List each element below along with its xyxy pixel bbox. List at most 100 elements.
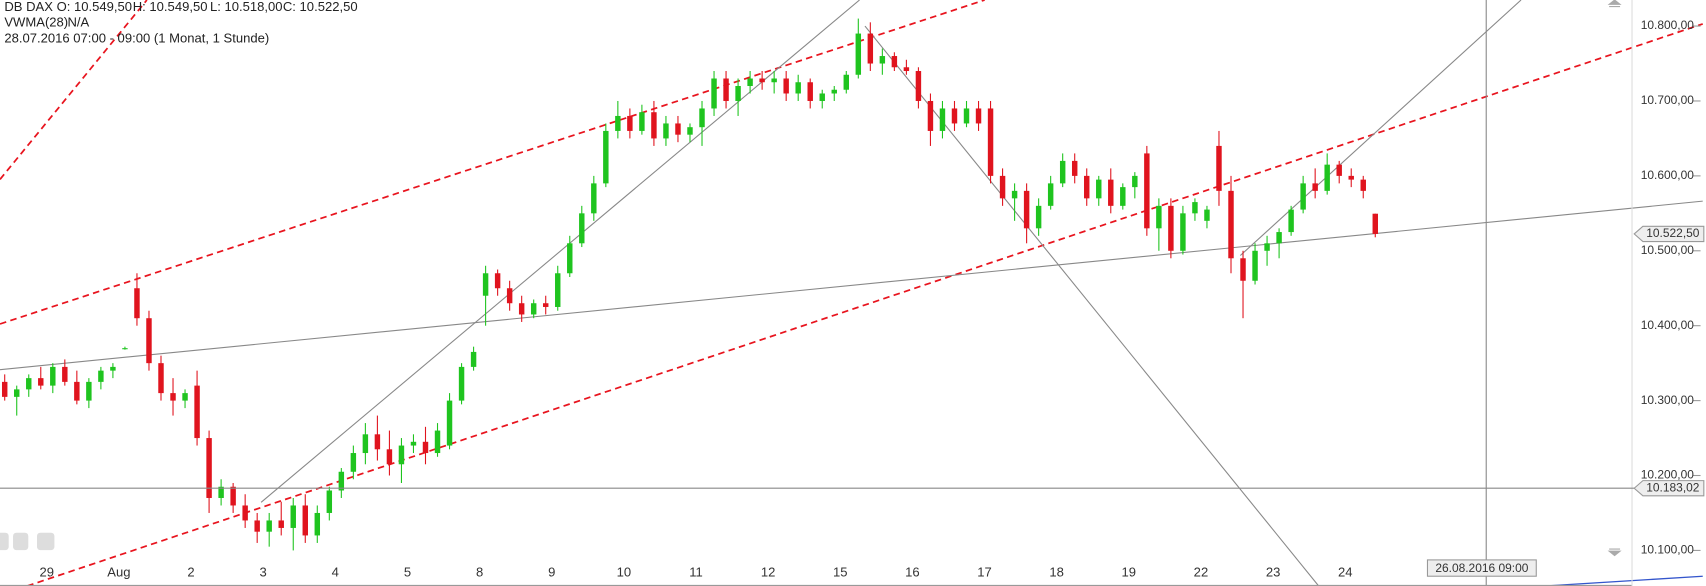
candle-body [302, 505, 308, 536]
candle-body [963, 108, 970, 124]
candle-body [518, 303, 525, 315]
candle-body [555, 273, 561, 307]
candle-body [807, 82, 813, 101]
candle-body [1144, 153, 1150, 229]
candle-body [26, 378, 32, 390]
tool-button[interactable] [36, 532, 55, 551]
y-tick-label: 10.100,00 [1641, 543, 1695, 557]
candle-body [50, 366, 56, 386]
candle-body [795, 82, 801, 94]
x-tick-label: 23 [1266, 564, 1281, 579]
candle-body [194, 385, 200, 439]
toolbar[interactable] [0, 532, 55, 551]
tool-button[interactable] [13, 532, 29, 551]
candle-body [735, 85, 741, 101]
candle-body [182, 393, 188, 401]
candle-body [1084, 175, 1090, 199]
candle-body [819, 93, 825, 101]
candle-body [242, 505, 248, 521]
candle-body [434, 430, 441, 454]
candle-body [855, 33, 862, 75]
candle-body [398, 445, 405, 465]
candle-body [1096, 179, 1102, 199]
scroll-down[interactable] [1607, 548, 1622, 557]
x-tick-label: 4 [332, 564, 339, 579]
candle-body [1336, 164, 1342, 176]
trendline [26, 23, 1704, 586]
candle-body [651, 112, 657, 139]
y-tick-label: 10.200,00 [1641, 468, 1695, 482]
x-tick-label: 29 [40, 564, 55, 579]
candle-body [711, 78, 717, 109]
candle-body [98, 370, 104, 382]
candle-body [1264, 243, 1270, 251]
candle-body [1276, 232, 1282, 244]
x-tick-label: 2 [187, 564, 194, 579]
indicator-value: N/A [67, 14, 89, 29]
candle-body [999, 175, 1006, 199]
candle-body [975, 108, 982, 124]
candle-body [615, 115, 621, 131]
candle-body [14, 389, 20, 397]
x-tick-label: 3 [260, 564, 267, 579]
candle-body [1023, 190, 1030, 229]
candle-body [278, 520, 284, 528]
x-tick-label: 10 [617, 564, 632, 579]
scroll-up[interactable] [1607, 0, 1622, 8]
candle-body [530, 303, 537, 315]
candle-body [542, 303, 549, 307]
x-tick-label: 18 [1049, 564, 1064, 579]
indicator-name: VWMA(28) [4, 14, 68, 29]
candle-body [1071, 160, 1078, 176]
candle-body [1120, 187, 1126, 206]
candle-body [939, 108, 946, 131]
candle-body [1360, 179, 1366, 191]
ohlc-open: O: 10.549,50 [57, 0, 132, 14]
trendline [0, 200, 1703, 371]
candle-body [146, 318, 152, 364]
candle-body [110, 366, 116, 371]
candle-body [38, 378, 44, 386]
candle-body [1180, 213, 1186, 251]
candle-body [759, 78, 765, 83]
candle-body [410, 441, 417, 446]
candle-body [747, 78, 753, 86]
x-tick-label: 11 [689, 564, 703, 579]
candle-body [266, 520, 272, 532]
candle-body [458, 366, 465, 401]
candle-body [230, 486, 236, 506]
candle-body [627, 115, 633, 131]
ohlc-low: L: 10.518,00 [210, 0, 283, 14]
candle-body [879, 56, 886, 64]
candle-body [1156, 205, 1162, 229]
trendline [1239, 0, 1522, 256]
candle-body [1, 381, 8, 397]
candle-body [915, 71, 922, 101]
cursor-label: 26.08.2016 09:00 [1435, 561, 1528, 575]
candle-body [362, 434, 369, 454]
candle-body [675, 123, 681, 135]
x-tick-label: 15 [833, 564, 848, 579]
candle-body [831, 89, 837, 94]
candle-body [290, 505, 296, 528]
candle-body [1192, 202, 1198, 214]
candle-body [314, 512, 321, 536]
price-tag-label: 10.522,50 [1646, 226, 1700, 240]
candle-body [170, 393, 176, 401]
candle-body [1108, 179, 1114, 206]
candle-body [783, 78, 789, 94]
x-tick-label: 24 [1338, 564, 1353, 579]
tool-button[interactable] [0, 532, 9, 551]
candle-body [1132, 175, 1138, 188]
candle-body [386, 449, 393, 465]
candle-body [591, 183, 597, 214]
candle-body [639, 112, 645, 131]
x-tick-label: 5 [404, 564, 411, 579]
candle-body [326, 490, 333, 513]
y-tick-label: 10.700,00 [1641, 93, 1695, 107]
candle-body [470, 351, 477, 367]
candle-body [134, 288, 140, 319]
x-tick-label: 16 [905, 564, 920, 579]
